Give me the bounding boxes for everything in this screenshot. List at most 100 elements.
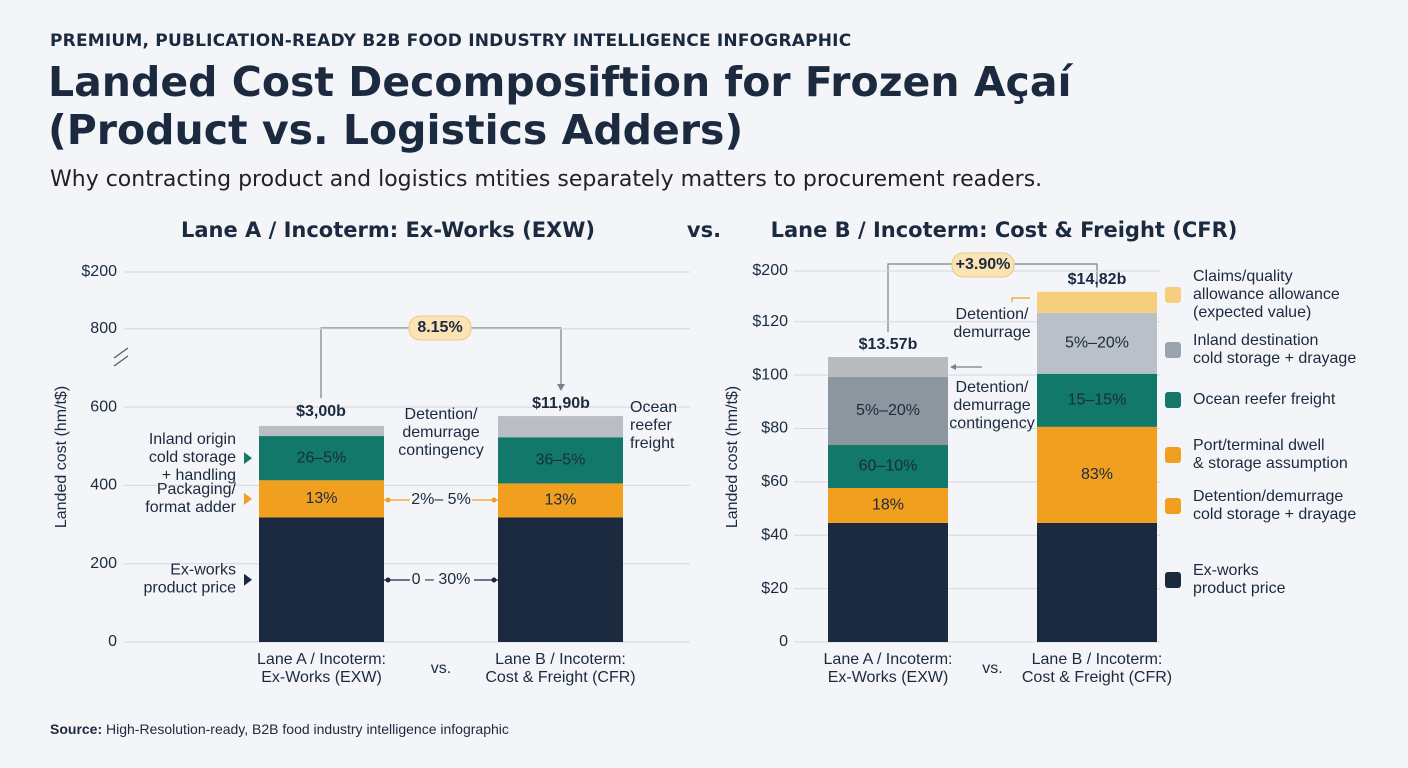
- bar-segment: [1037, 373, 1157, 427]
- x-tick-label: Lane B / Incoterm: Cost & Freight (CFR): [1022, 651, 1172, 686]
- segment-label: $368: [1079, 574, 1115, 591]
- y-tick-label: 600: [90, 398, 117, 415]
- bar-segment: [828, 522, 948, 642]
- y-tick-label: $200: [81, 263, 117, 280]
- annotation: 8.15%: [417, 319, 462, 336]
- x-tick-label: Lane A / Incoterm: Ex-Works (EXW): [824, 651, 953, 686]
- x-tick-label: Lane B / Incoterm: Cost & Freight (CFR): [485, 651, 635, 686]
- annotation: Ocean reefer freight: [630, 399, 677, 452]
- y-axis-label: Landed cost (hm/t$): [724, 386, 741, 528]
- chart-title: Lane B / Incoterm: Cost & Freight (CFR): [771, 218, 1238, 242]
- annotation: $13.57b: [859, 336, 918, 353]
- segment-label: 5%–20%: [856, 402, 920, 419]
- legend-marker: [244, 452, 252, 465]
- between-label: vs.: [982, 660, 1002, 677]
- annotation: $14,82b: [1068, 271, 1127, 288]
- annotation: $3,00b: [296, 403, 346, 420]
- segment-label: 26–5%: [297, 449, 347, 466]
- legend-label: Ex-works product price: [1193, 562, 1286, 597]
- segment-label: 13%: [305, 490, 337, 507]
- segment-label: $190: [304, 571, 340, 588]
- bar-segment: [259, 517, 384, 642]
- between-label: vs.: [431, 660, 451, 677]
- bar-segment: [828, 356, 948, 377]
- legend-marker: [1165, 447, 1181, 463]
- bar-segment: [1037, 291, 1157, 313]
- annotation: Detention/demurrage: [953, 306, 1030, 341]
- y-axis-label: Landed cost (hm/t$): [53, 386, 70, 528]
- x-tick-label: Lane A / Incoterm: Ex-Works (EXW): [257, 651, 386, 686]
- annotation: Detention/demurrage contingency: [949, 379, 1034, 432]
- legend-marker: [1165, 342, 1181, 358]
- axis-break: [113, 347, 129, 359]
- pill: [951, 252, 1015, 278]
- segment-label: 18%: [872, 497, 904, 514]
- legend-marker: [1165, 392, 1181, 408]
- legend-marker: [1165, 572, 1181, 588]
- segment-label: 83%: [1081, 466, 1113, 483]
- segment-label: 36–5%: [536, 452, 586, 469]
- bar-segment: [498, 437, 623, 484]
- segment-label: 60–10%: [859, 458, 918, 475]
- y-tick-label: 200: [90, 555, 117, 572]
- y-tick-label: $80: [761, 420, 788, 437]
- annotation: 2%– 5%: [411, 491, 471, 508]
- y-tick-label: $40: [761, 526, 788, 543]
- y-tick-label: 0: [108, 633, 117, 650]
- bar-segment: [828, 376, 948, 446]
- title: Landed Cost Decomposiftion for Frozen Aç…: [48, 58, 1072, 154]
- y-tick-label: 800: [90, 320, 117, 337]
- legend-marker: [244, 492, 252, 505]
- legend-label: Port/terminal dwell & storage assumption: [1193, 437, 1348, 472]
- bar-segment: [1037, 522, 1157, 642]
- bar-segment: [498, 483, 623, 518]
- arrow: [557, 384, 565, 391]
- y-tick-label: 400: [90, 477, 117, 494]
- segment-label: 13%: [544, 492, 576, 509]
- legend-label: Ocean reefer freight: [1193, 391, 1336, 408]
- legend-marker: [1165, 287, 1181, 303]
- bar-segment: [259, 436, 384, 481]
- annotation: +3.90%: [956, 256, 1011, 273]
- legend-marker: [244, 573, 252, 586]
- dot: [491, 497, 497, 503]
- legend-marker: [1165, 498, 1181, 514]
- dot: [385, 497, 391, 503]
- bar-segment: [828, 445, 948, 488]
- y-tick-label: $20: [761, 580, 788, 597]
- dot: [385, 577, 391, 583]
- bar-segment: [498, 517, 623, 642]
- annotation: Detention/demurrage cold storage + drayag…: [1193, 488, 1356, 523]
- annotation: 0 – 30%: [412, 571, 471, 588]
- y-tick-label: $60: [761, 473, 788, 490]
- segment-label: $250: [543, 571, 579, 588]
- bar-segment: [259, 480, 384, 518]
- pill: [408, 315, 472, 341]
- y-tick-label: $100: [752, 366, 788, 383]
- arrow: [950, 364, 956, 370]
- legend-label: Inland origin cold storage + handling: [149, 431, 236, 484]
- subtitle: Why contracting product and logistics mt…: [50, 167, 1043, 192]
- eyebrow: PREMIUM, PUBLICATION-READY B2B FOOD INDU…: [50, 31, 852, 51]
- y-tick-label: $120: [752, 313, 788, 330]
- connector: [1011, 297, 1030, 302]
- legend-label: Claims/quality allowance allowance (expect…: [1193, 268, 1340, 321]
- bar-segment: [828, 487, 948, 523]
- segment-label: 15–15%: [1068, 392, 1127, 409]
- chart-title: Lane A / Incoterm: Ex-Works (EXW): [181, 218, 595, 242]
- annotation: $11,90b: [532, 395, 590, 412]
- axis-break: [113, 355, 129, 367]
- bar-segment: [498, 416, 623, 438]
- segment-label: 5%–20%: [1065, 335, 1129, 352]
- y-tick-label: $200: [752, 262, 788, 279]
- annotation: Detention/demurrage contingency: [398, 406, 483, 459]
- legend-label: Packaging/format adder: [145, 481, 236, 516]
- y-tick-label: 0: [779, 633, 788, 650]
- legend-label: Ex-works product price: [144, 562, 237, 597]
- bar-segment: [259, 425, 384, 437]
- segment-label: $385: [870, 574, 906, 591]
- versus: vs.: [687, 218, 721, 242]
- source-text: High-Resolution-ready, B2B food industry…: [106, 721, 509, 737]
